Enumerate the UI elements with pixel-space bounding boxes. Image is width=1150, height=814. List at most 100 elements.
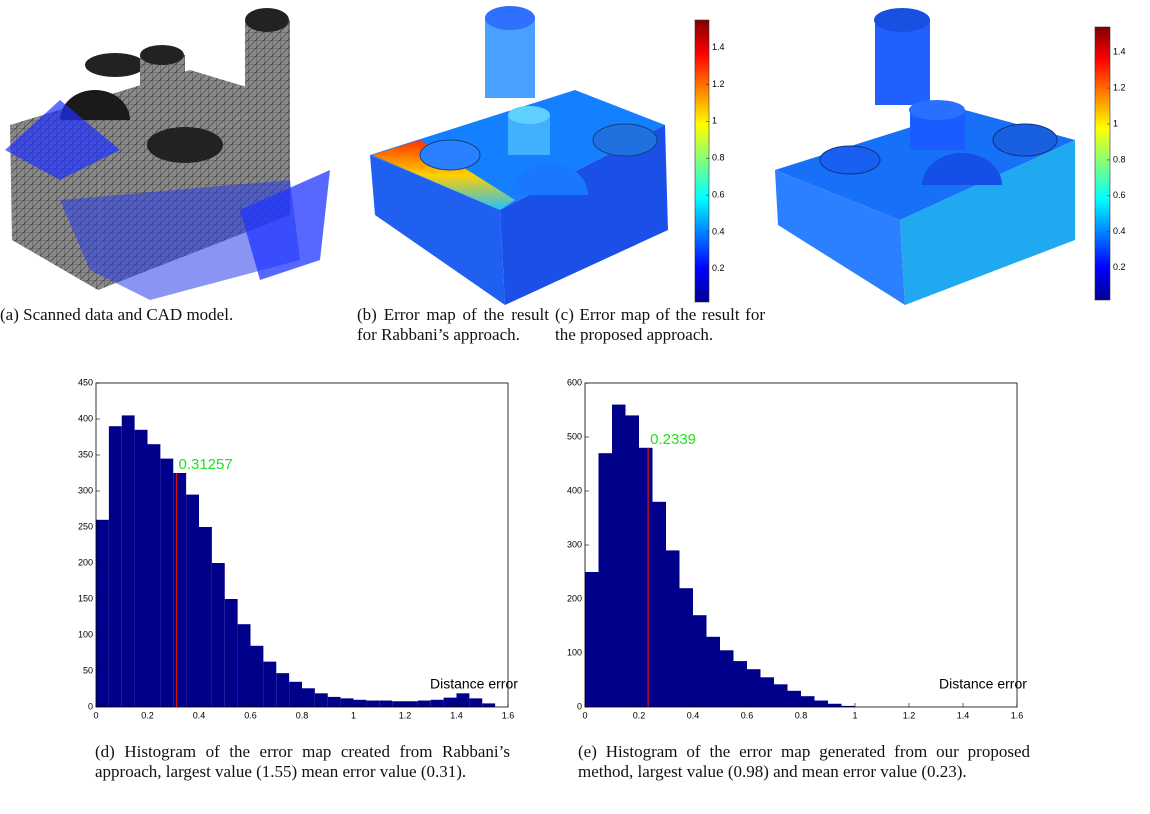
- x-tick-label: 0.6: [741, 710, 754, 720]
- x-tick-label: 0.2: [633, 710, 646, 720]
- bar: [341, 698, 354, 707]
- bar: [639, 448, 653, 707]
- mean-label: 0.2339: [650, 431, 696, 448]
- colorbar-tick-label: 1.2: [1113, 82, 1126, 92]
- x-tick-label: 1: [351, 710, 356, 720]
- image-c: [775, 8, 1075, 305]
- x-tick-label: 0.8: [296, 710, 309, 720]
- bar: [109, 426, 122, 707]
- x-tick-label: 0: [93, 710, 98, 720]
- y-tick-label: 250: [78, 521, 93, 531]
- bar: [734, 661, 748, 707]
- bar: [148, 444, 161, 707]
- x-tick-label: 0.4: [193, 710, 206, 720]
- bar: [173, 473, 186, 707]
- bar: [354, 700, 367, 707]
- bar: [457, 693, 470, 707]
- bar: [666, 550, 680, 707]
- x-tick-label: 0.8: [795, 710, 808, 720]
- y-tick-label: 500: [567, 431, 582, 441]
- y-tick-label: 450: [78, 377, 93, 387]
- bar: [225, 599, 238, 707]
- caption: (d) Histogram of the error map created f…: [95, 742, 510, 782]
- bar: [626, 415, 640, 707]
- bar: [96, 520, 109, 707]
- bar: [815, 701, 829, 707]
- y-tick-label: 600: [567, 377, 582, 387]
- bar: [720, 650, 734, 707]
- caption: (b) Error map of the result for Rabbani’…: [357, 305, 549, 345]
- bar: [828, 704, 842, 707]
- bar: [212, 563, 225, 707]
- colorbar: [695, 20, 709, 302]
- bar: [801, 696, 815, 707]
- y-tick-label: 100: [78, 629, 93, 639]
- colorbar: [1095, 27, 1110, 300]
- mean-label: 0.31257: [178, 456, 232, 473]
- y-tick-label: 300: [567, 539, 582, 549]
- image-b: [370, 6, 668, 305]
- bar: [612, 405, 626, 707]
- bar: [238, 624, 251, 707]
- bar: [276, 673, 289, 707]
- bar: [135, 430, 148, 707]
- y-tick-label: 0: [88, 701, 93, 711]
- image-a: [5, 8, 330, 300]
- x-tick-label: 0: [582, 710, 587, 720]
- bar: [379, 701, 392, 707]
- bar: [431, 700, 444, 707]
- colorbar-tick-label: 0.4: [1113, 226, 1126, 236]
- bar: [693, 615, 707, 707]
- colorbar-tick-label: 0.8: [712, 153, 725, 163]
- bar: [653, 502, 667, 707]
- y-tick-label: 400: [567, 485, 582, 495]
- bar: [263, 662, 276, 707]
- bar: [251, 646, 264, 707]
- bar: [599, 453, 613, 707]
- bar: [160, 459, 173, 707]
- x-axis-label: Distance error: [939, 676, 1027, 692]
- colorbar-tick-label: 0.6: [712, 189, 725, 199]
- caption: (a) Scanned data and CAD model.: [0, 305, 350, 325]
- y-tick-label: 200: [78, 557, 93, 567]
- colorbar-tick-label: 0.2: [712, 263, 725, 273]
- colorbar-tick-label: 0.2: [1113, 262, 1126, 272]
- y-tick-label: 400: [78, 413, 93, 423]
- bar: [585, 572, 599, 707]
- bar: [418, 701, 431, 707]
- bar: [302, 688, 315, 707]
- y-tick-label: 0: [577, 701, 582, 711]
- x-tick-label: 1: [852, 710, 857, 720]
- bar: [122, 415, 135, 707]
- bar: [315, 693, 328, 707]
- bar: [405, 701, 418, 707]
- bar: [444, 698, 457, 707]
- bar: [186, 495, 199, 707]
- bar: [747, 669, 761, 707]
- bar: [392, 701, 405, 707]
- colorbar-tick-label: 0.4: [712, 226, 725, 236]
- bar: [366, 701, 379, 707]
- bar: [199, 527, 212, 707]
- y-tick-label: 100: [567, 647, 582, 657]
- x-tick-label: 1.2: [399, 710, 412, 720]
- y-tick-label: 150: [78, 593, 93, 603]
- colorbar-tick-label: 0.6: [1113, 190, 1126, 200]
- x-tick-label: 0.6: [244, 710, 257, 720]
- y-tick-label: 300: [78, 485, 93, 495]
- bar: [761, 677, 775, 707]
- bar: [788, 691, 802, 707]
- page: 0.20.40.60.811.21.40.20.40.60.811.21.400…: [0, 0, 1150, 814]
- colorbar-tick-label: 1.2: [712, 79, 725, 89]
- x-tick-label: 1.4: [957, 710, 970, 720]
- colorbar-tick-label: 0.8: [1113, 154, 1126, 164]
- colorbar-tick-label: 1.4: [712, 42, 725, 52]
- x-tick-label: 0.2: [141, 710, 154, 720]
- x-axis-label: Distance error: [430, 676, 518, 692]
- x-tick-label: 1.2: [903, 710, 916, 720]
- y-tick-label: 350: [78, 449, 93, 459]
- bar: [707, 637, 721, 707]
- bar: [469, 698, 482, 707]
- colorbar-tick-label: 1.4: [1113, 47, 1126, 57]
- x-tick-label: 1.6: [502, 710, 515, 720]
